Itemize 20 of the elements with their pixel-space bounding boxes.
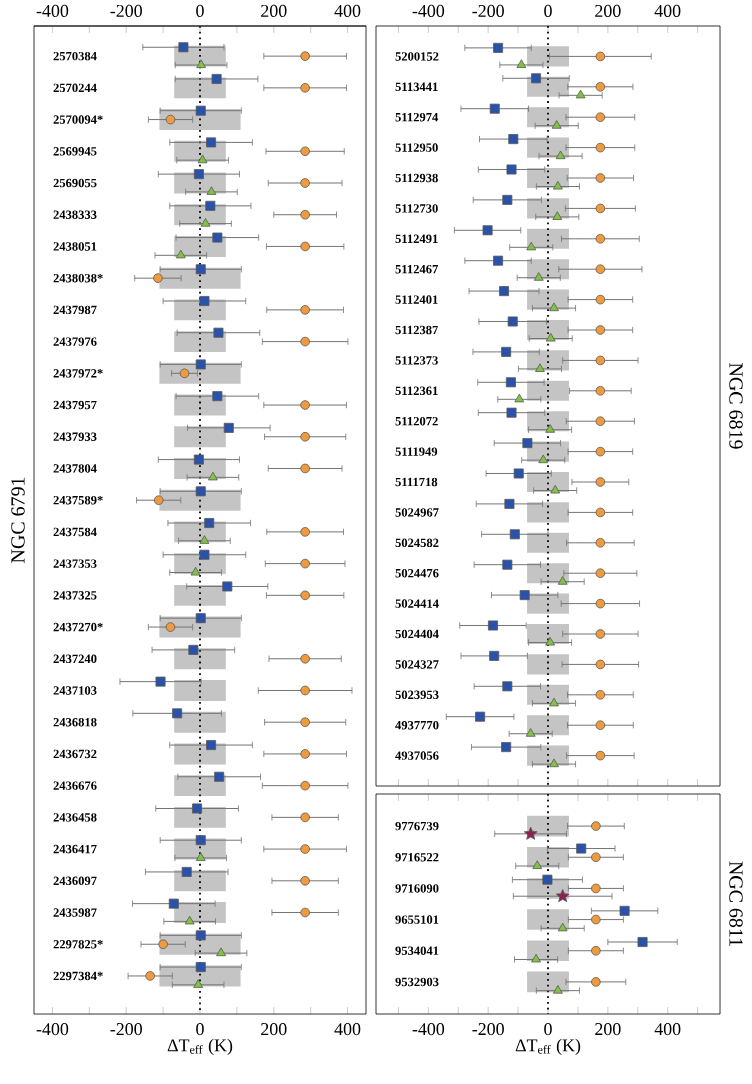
x-tick-label: -200 bbox=[472, 1023, 504, 1036]
text: NGC 6819 bbox=[729, 363, 743, 449]
text: NGC 6811 bbox=[729, 861, 743, 946]
x-tick-label: -400 bbox=[412, 4, 445, 17]
x-tick-label: 400 bbox=[654, 1023, 681, 1036]
x-axis-title: ΔT$_{eff}$ (K) bbox=[167, 1038, 233, 1056]
x-tick-label: 200 bbox=[595, 1023, 621, 1036]
text: NGC 6791 bbox=[11, 477, 25, 563]
x-tick-label: -200 bbox=[472, 4, 504, 17]
x-tick-label: 200 bbox=[595, 4, 621, 17]
x-tick-label: 400 bbox=[654, 4, 681, 17]
x-tick-label: -400 bbox=[36, 4, 69, 17]
x-tick-label: -400 bbox=[412, 1023, 445, 1036]
x-tick-label: 400 bbox=[334, 4, 361, 17]
x-axis-title: ΔT$_{eff}$ (K) bbox=[515, 1038, 581, 1056]
x-tick-label: 0 bbox=[544, 1023, 552, 1036]
x-tick-label: 200 bbox=[261, 4, 287, 17]
x-tick-label: 0 bbox=[196, 4, 204, 17]
x-tick-label: -200 bbox=[110, 4, 142, 17]
x-tick-label: 0 bbox=[544, 4, 552, 17]
